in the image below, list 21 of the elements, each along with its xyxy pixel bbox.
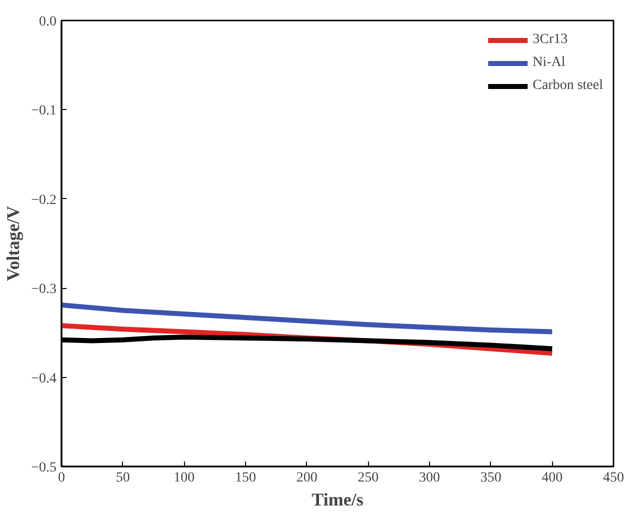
legend-label: Ni-Al [532, 55, 566, 71]
x-tick-label: 300 [419, 470, 440, 486]
x-tick-label: 100 [174, 470, 195, 486]
x-tick-label: 250 [358, 470, 379, 486]
x-tick-label: 150 [235, 470, 256, 486]
x-tick-label: 400 [542, 470, 563, 486]
y-tick-label: −0.5 [31, 460, 57, 476]
legend-label: 3Cr13 [532, 32, 568, 48]
y-tick-label: −0.3 [31, 282, 57, 298]
x-tick-label: 0 [58, 470, 65, 486]
x-tick-label: 50 [116, 470, 130, 486]
x-tick-label: 450 [603, 470, 624, 486]
x-axis-title: Time/s [312, 490, 364, 510]
x-tick-label: 200 [296, 470, 318, 486]
y-tick-label: 0.0 [39, 14, 56, 30]
y-tick-label: −0.1 [31, 104, 57, 119]
y-axis-title: Voltage/V [3, 206, 24, 282]
x-tick-label: 350 [480, 470, 502, 486]
legend-label: Carbon steel [532, 78, 603, 94]
y-tick-label: −0.2 [31, 192, 57, 208]
y-tick-label: −0.4 [31, 371, 57, 386]
